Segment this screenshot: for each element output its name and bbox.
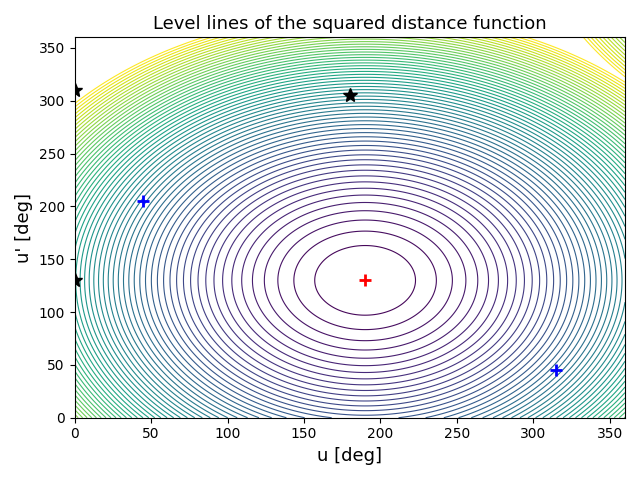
X-axis label: u [deg]: u [deg] <box>317 447 382 465</box>
Y-axis label: u' [deg]: u' [deg] <box>15 192 33 263</box>
Title: Level lines of the squared distance function: Level lines of the squared distance func… <box>153 15 547 33</box>
